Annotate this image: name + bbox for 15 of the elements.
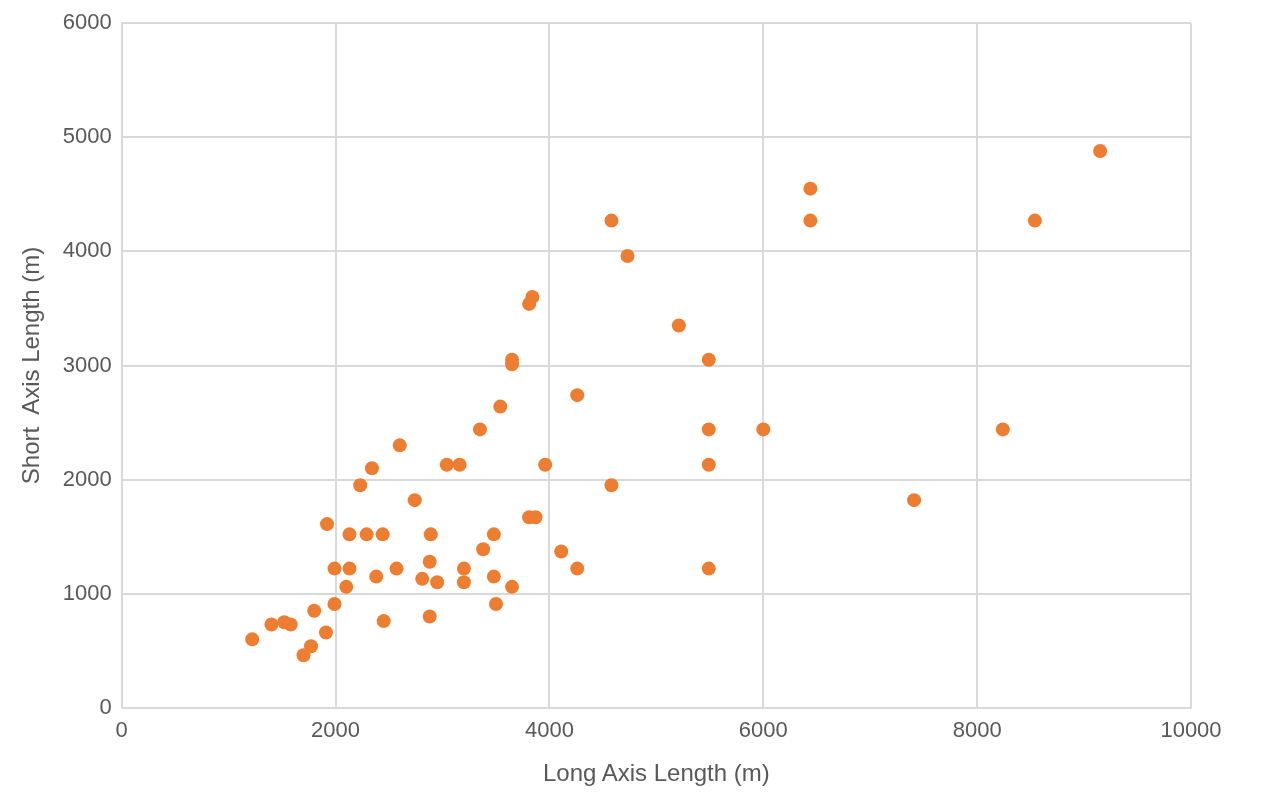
x-tick-label: 2000 [311, 717, 361, 743]
x-tick-label: 6000 [738, 717, 788, 743]
y-tick-label: 5000 [62, 123, 112, 149]
x-tick-label: 8000 [952, 717, 1002, 743]
y-tick-label: 4000 [62, 237, 112, 263]
y-tick-label: 6000 [62, 9, 112, 35]
x-tick-label: 0 [115, 717, 128, 743]
y-tick-label: 3000 [62, 351, 112, 377]
y-tick-label: 2000 [62, 465, 112, 491]
y-axis-title: Short Axis Length (m) [17, 246, 45, 485]
y-tick-label: 1000 [62, 579, 112, 605]
x-tick-label: 4000 [524, 717, 574, 743]
y-tick-label: 0 [99, 693, 112, 719]
x-axis-title: Long Axis Length (m) [542, 759, 770, 787]
x-tick-label: 10000 [1160, 717, 1222, 743]
